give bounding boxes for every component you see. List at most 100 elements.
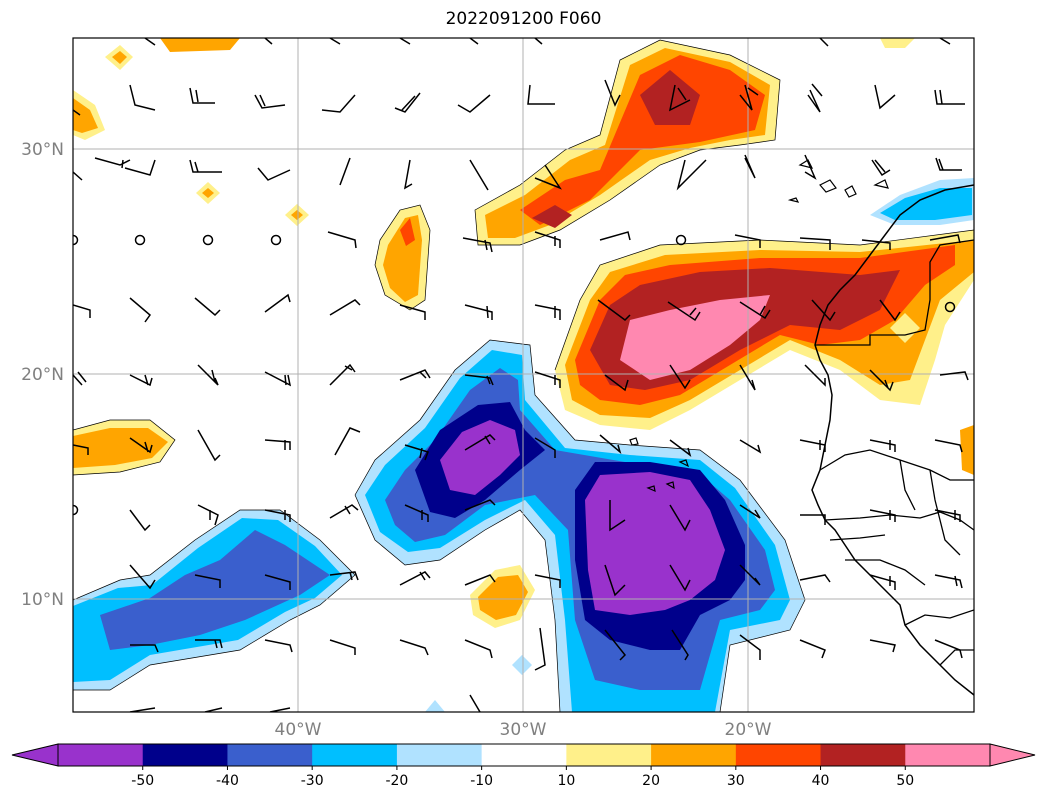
colorbar-tick-label: -10 xyxy=(470,773,493,789)
wind-barb xyxy=(399,639,429,656)
wind-barb xyxy=(403,159,413,190)
border xyxy=(904,609,974,626)
colorbar-tick-label: 40 xyxy=(812,773,830,789)
wind-barb xyxy=(257,167,291,181)
wind-barb xyxy=(599,434,622,455)
anomaly-region xyxy=(73,98,98,133)
colorbar-tick-label: 20 xyxy=(642,773,660,789)
wind-barb xyxy=(462,237,493,253)
wind-barb xyxy=(130,644,159,653)
colorbar-swatch xyxy=(481,744,567,766)
colorbar-extend-min xyxy=(11,743,59,767)
wind-barb xyxy=(197,364,219,386)
map-title: 2022091200 F060 xyxy=(445,9,602,29)
colorbar-swatch xyxy=(905,744,991,766)
wind-barb xyxy=(935,157,962,171)
negative-anomaly-regions xyxy=(73,178,974,712)
lat-tick-label: 30°N xyxy=(21,140,64,160)
calm-circle xyxy=(73,504,79,516)
contour-line xyxy=(73,419,176,476)
wind-barb xyxy=(197,504,219,526)
colorbar-tick-label: -20 xyxy=(385,773,408,789)
wind-barb xyxy=(464,374,494,386)
anomaly-region xyxy=(160,38,240,52)
wind-barb xyxy=(464,639,493,659)
colorbar-tick-label: 10 xyxy=(557,773,575,789)
wind-barb xyxy=(264,371,292,387)
anomaly-region xyxy=(512,655,532,675)
wind-barb xyxy=(404,504,429,522)
lat-tick-label: 10°N xyxy=(21,590,64,610)
colorbar-swatch xyxy=(58,744,144,766)
colorbar-tick-label: 30 xyxy=(727,773,745,789)
contour-line xyxy=(374,204,431,311)
anomaly-region xyxy=(400,218,415,246)
wind-barb xyxy=(861,239,891,250)
wind-barb xyxy=(534,437,556,458)
wind-barb xyxy=(534,574,561,588)
contour-line xyxy=(554,229,974,371)
wind-barb xyxy=(404,444,429,461)
anomaly-region xyxy=(478,575,528,620)
wind-barb xyxy=(129,509,151,532)
wind-barbs xyxy=(73,38,969,712)
island xyxy=(819,179,837,193)
colorbar-extend-max xyxy=(989,743,1036,767)
wind-barb xyxy=(799,237,831,250)
wind-barb xyxy=(464,499,496,511)
wind-barb xyxy=(399,571,431,586)
island xyxy=(798,159,814,169)
wind-barb xyxy=(327,231,357,249)
wind-barb xyxy=(669,364,691,390)
lon-tick-label: 30°W xyxy=(500,720,547,740)
wind-barb xyxy=(799,439,826,452)
wind-barb xyxy=(394,92,421,113)
wind-barb xyxy=(739,364,756,391)
colorbar-swatch xyxy=(312,744,398,766)
wind-barb xyxy=(124,159,156,176)
wind-barb xyxy=(869,509,896,522)
calm-circle xyxy=(73,234,79,246)
wind-barb xyxy=(73,304,91,318)
wind-barb xyxy=(254,94,286,109)
border xyxy=(845,559,926,586)
wind-barb xyxy=(676,159,707,191)
border xyxy=(815,239,974,346)
calm-circle xyxy=(944,301,956,313)
wind-barb xyxy=(609,500,626,532)
wind-barb xyxy=(534,304,561,320)
contour-line xyxy=(354,339,806,712)
wind-barb xyxy=(934,639,963,659)
border xyxy=(899,459,916,511)
colorbar-swatch xyxy=(820,744,906,766)
wind-barb xyxy=(668,84,691,112)
wind-barb xyxy=(934,509,961,522)
anomaly-region xyxy=(520,55,765,225)
wind-barb xyxy=(934,89,965,105)
anomaly-region xyxy=(112,51,127,64)
wind-barb xyxy=(329,363,356,386)
anomaly-region xyxy=(620,295,770,380)
wind-barb xyxy=(399,304,426,320)
wind-barb xyxy=(804,364,826,387)
wind-barb xyxy=(869,574,896,590)
colorbar-tick-label: 50 xyxy=(896,773,914,789)
wind-barb xyxy=(73,171,83,181)
wind-barb xyxy=(604,374,629,392)
wind-barb xyxy=(739,504,761,519)
island xyxy=(678,459,690,468)
wind-barb xyxy=(534,627,546,671)
anomaly-region xyxy=(532,205,572,228)
wind-barb xyxy=(871,159,891,177)
anomaly-region xyxy=(880,38,915,48)
lon-tick-label: 20°W xyxy=(725,720,772,740)
wind-barb xyxy=(264,639,293,653)
wind-barb xyxy=(73,444,89,455)
lon-axis: 40°W 30°W 20°W xyxy=(275,720,772,740)
wind-barb xyxy=(197,429,221,462)
anomaly-region xyxy=(440,420,520,495)
lat-tick-label: 20°N xyxy=(21,365,64,385)
wind-barb xyxy=(457,94,491,113)
wind-barb xyxy=(189,87,215,104)
